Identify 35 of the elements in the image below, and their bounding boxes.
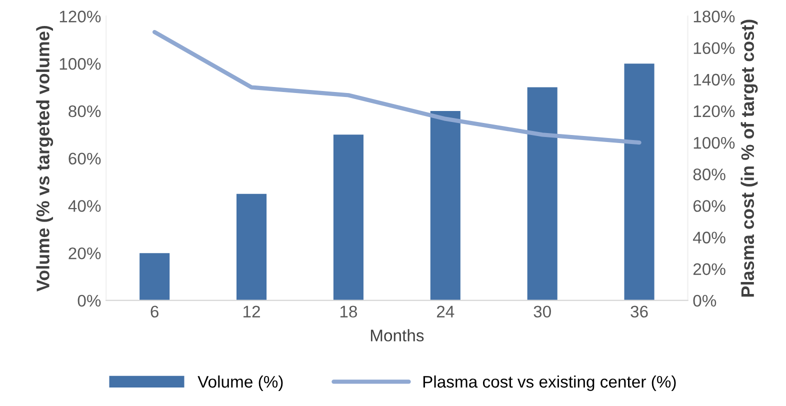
x-axis-title: Months (370, 329, 424, 342)
bar (624, 64, 654, 300)
y2-tick-label: 140% (694, 74, 735, 86)
x-tick-label: 18 (340, 306, 358, 318)
y2-axis-title: Plasma cost (in % of target cost) (740, 20, 758, 297)
legend-label: Plasma cost vs existing center (%) (423, 375, 676, 391)
x-tick-label: 36 (630, 306, 648, 318)
y2-tick-label: 20% (693, 263, 726, 276)
y2-tick-label: 60% (693, 200, 726, 212)
bar (333, 134, 364, 300)
y-tick-label: 0% (78, 294, 101, 307)
y2-tick-label: 180% (694, 10, 735, 22)
y-tick-label: 60% (68, 152, 101, 165)
x-tick-label: 6 (150, 306, 158, 318)
x-tick-label: 24 (436, 306, 454, 318)
bar (527, 87, 558, 300)
line-series (152, 30, 642, 145)
x-tick-label: 12 (244, 306, 260, 318)
y2-tick-label: 40% (692, 232, 726, 244)
y2-tick-label: 160% (694, 42, 735, 54)
y2-tick-label: 120% (694, 105, 735, 118)
legend-label: Volume (%) (198, 375, 283, 391)
x-tick-label: 30 (534, 306, 551, 318)
y-axis-title: Volume (% vs targeted volume) (36, 26, 54, 292)
y-tick-label: 100% (60, 58, 101, 70)
bar (236, 194, 267, 300)
bar (140, 253, 170, 300)
y-tick-label: 40% (68, 200, 101, 212)
bar (430, 110, 460, 300)
y-tick-label: 120% (60, 10, 101, 22)
y2-tick-label: 0% (693, 294, 716, 307)
y-tick-label: 80% (68, 105, 101, 118)
y2-tick-label: 100% (694, 136, 735, 149)
y-tick-label: 20% (68, 247, 101, 260)
y2-tick-label: 80% (693, 168, 726, 180)
